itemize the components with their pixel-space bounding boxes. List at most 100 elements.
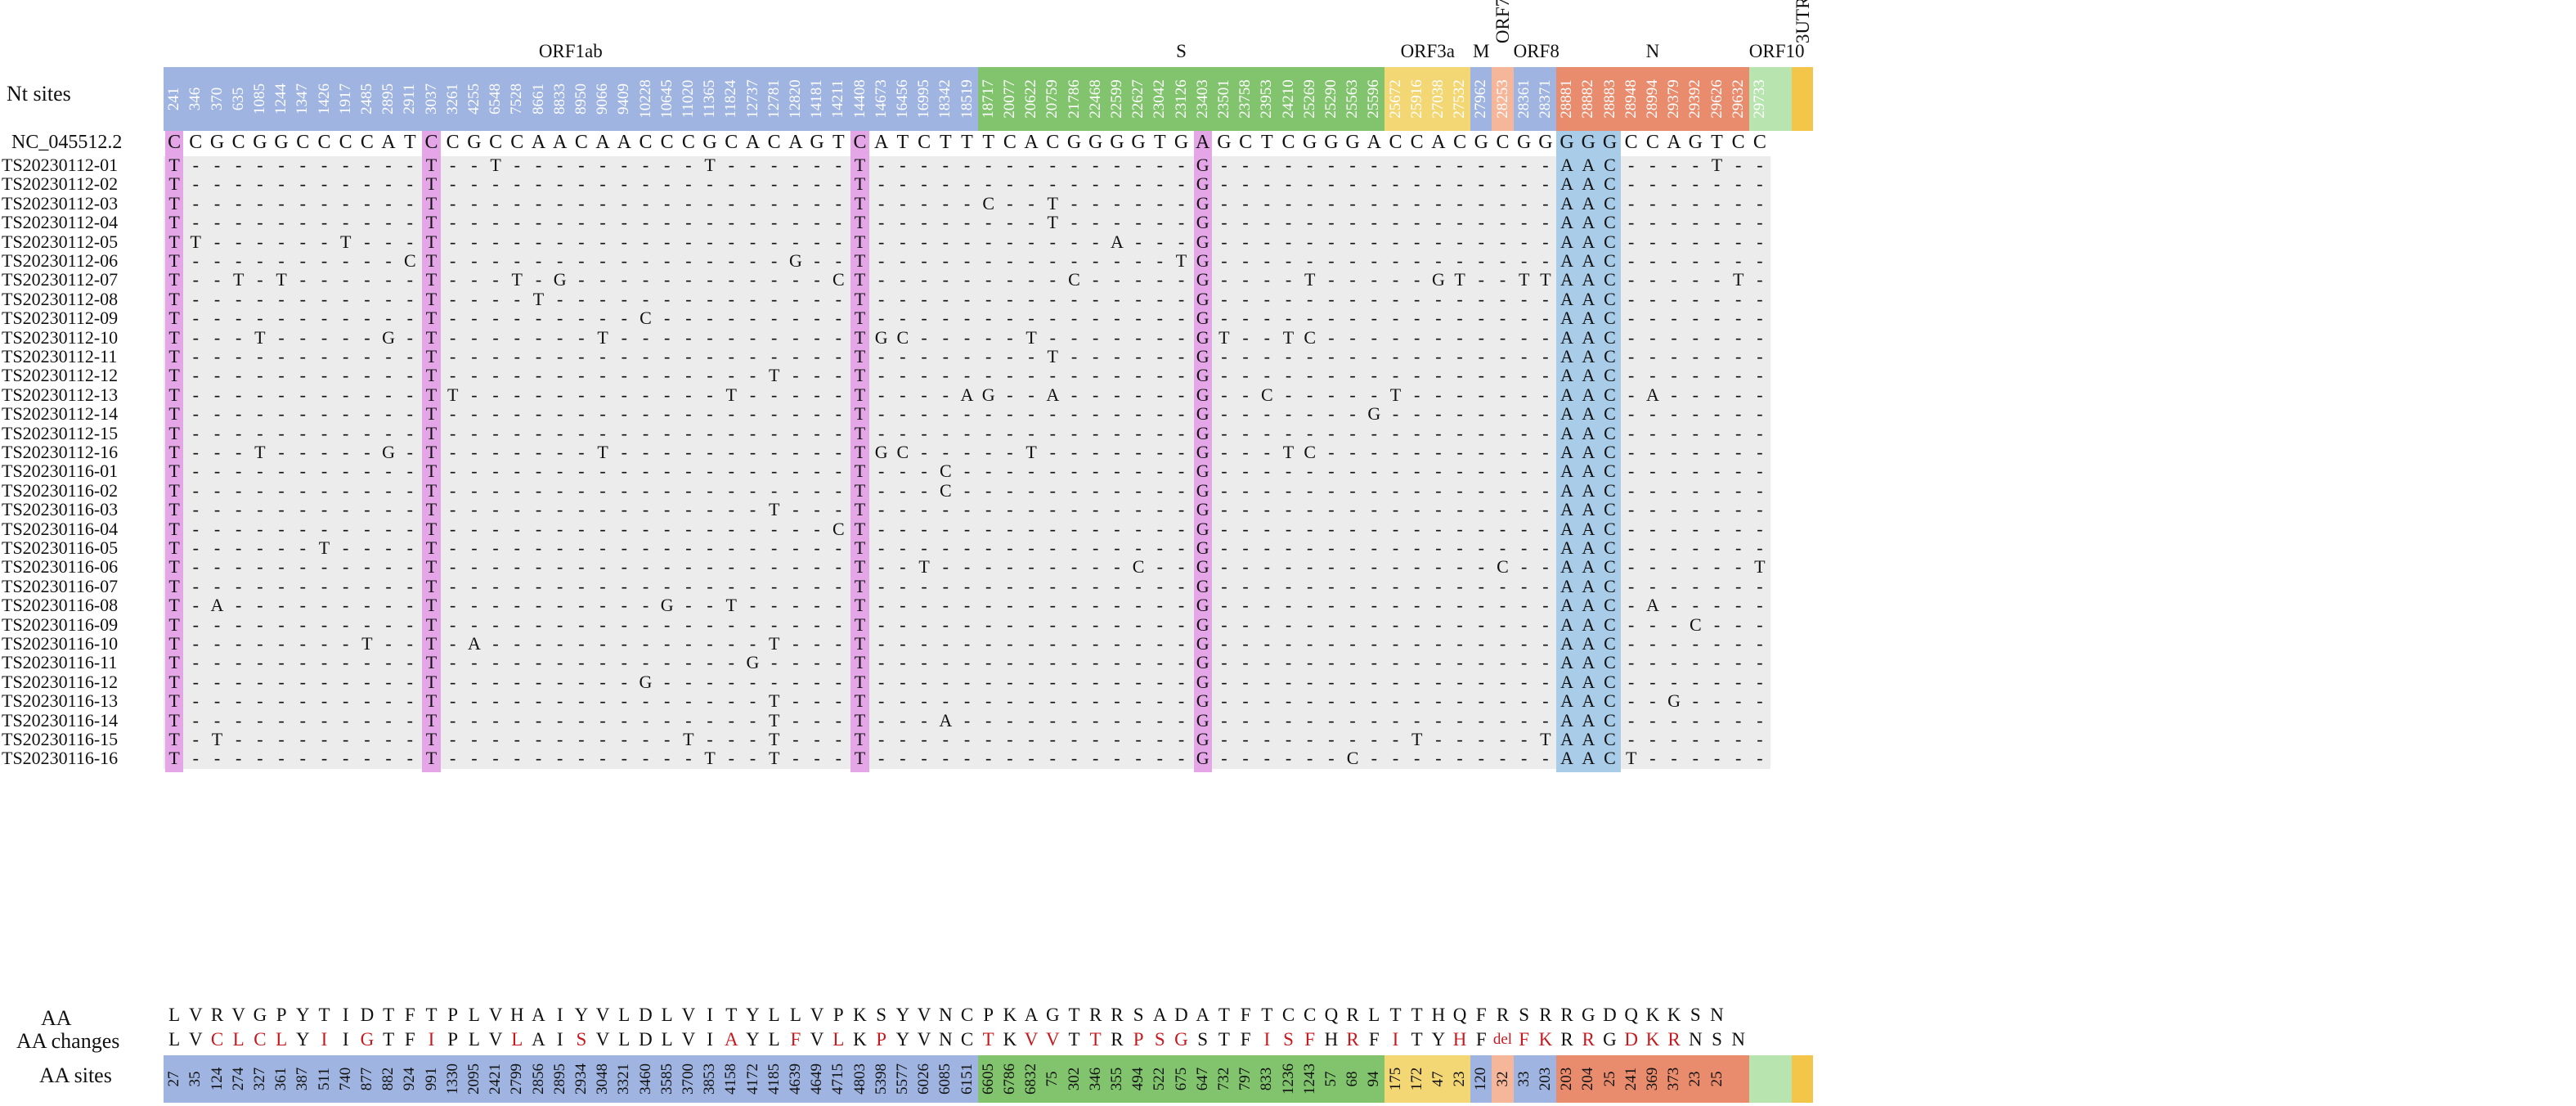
- sample-name: TS20230112-15: [2, 422, 119, 443]
- reference-base-14: G: [467, 132, 482, 153]
- sample-cell: -: [343, 269, 349, 290]
- sample-cell: -: [192, 326, 199, 348]
- sample-cell: -: [1221, 442, 1227, 462]
- sample-cell: -: [1156, 231, 1163, 252]
- nt-site-58: 25916: [1407, 79, 1425, 119]
- sample-cell: -: [1221, 173, 1227, 195]
- nt-site-11: 2911: [401, 83, 419, 115]
- sample-cell: -: [1221, 346, 1227, 366]
- highlight-column-pink-0: [165, 131, 184, 772]
- sample-cell: -: [578, 173, 585, 195]
- gene-band-bottom-0: [164, 1055, 978, 1103]
- sample-cell: -: [1414, 250, 1420, 271]
- sample-cell: -: [1521, 288, 1528, 309]
- sample-cell: -: [192, 308, 199, 329]
- sample-cell: -: [1392, 326, 1399, 348]
- sample-cell: -: [514, 173, 520, 195]
- sample-cell: -: [1713, 231, 1721, 252]
- sample-cell: -: [236, 326, 242, 348]
- sample-cell: -: [1349, 346, 1356, 366]
- sample-cell: A: [1560, 365, 1574, 386]
- aa-site-20: 3048: [594, 1063, 612, 1095]
- sample-cell: -: [236, 155, 242, 175]
- sample-cell: -: [771, 269, 778, 290]
- sample-cell: -: [900, 365, 906, 386]
- sample-cell: A: [1582, 308, 1595, 329]
- aa-change-40: V: [1024, 1029, 1039, 1050]
- aa-change-69: K: [1645, 1029, 1660, 1050]
- sample-cell: -: [749, 442, 756, 462]
- sample-cell: -: [321, 250, 328, 271]
- sample-name: TS20230112-13: [2, 384, 119, 405]
- sample-cell: -: [257, 192, 263, 214]
- sample-cell: -: [1349, 442, 1356, 462]
- sample-cell: -: [1178, 212, 1185, 233]
- aa-ref-22: D: [639, 1005, 653, 1025]
- sample-cell: A: [1582, 384, 1595, 405]
- sample-cell: -: [343, 326, 349, 348]
- aa-change-42: T: [1068, 1029, 1080, 1050]
- sample-cell: -: [1328, 269, 1335, 290]
- sample-cell: G: [1196, 442, 1209, 462]
- nt-site-47: 23126: [1172, 79, 1190, 119]
- sample-cell: -: [450, 155, 456, 175]
- aa-change-60: H: [1452, 1029, 1467, 1050]
- sample-cell: -: [942, 288, 949, 309]
- sample-cell: -: [1692, 250, 1699, 271]
- sample-cell: -: [535, 269, 542, 290]
- sample-cell: -: [471, 346, 478, 366]
- sample-cell: A: [1582, 250, 1595, 271]
- sample-cell: -: [1392, 173, 1399, 195]
- sample-cell: -: [1392, 192, 1399, 214]
- gene-band-bottom-3: [1470, 1055, 1492, 1103]
- sample-cell: -: [1735, 212, 1742, 233]
- sample-cell: -: [1456, 308, 1463, 329]
- reference-base-65: G: [1560, 132, 1574, 153]
- sample-cell: -: [685, 308, 692, 329]
- sample-cell: A: [1582, 403, 1595, 425]
- reference-base-45: G: [1131, 132, 1146, 153]
- sample-cell: -: [1628, 269, 1635, 290]
- sample-cell: -: [1307, 365, 1313, 386]
- nt-site-19: 8950: [572, 83, 590, 115]
- sample-cell: -: [1070, 403, 1078, 425]
- sample-cell: T: [425, 384, 438, 405]
- sample-cell: -: [299, 173, 306, 195]
- aa-site-12: 991: [422, 1067, 440, 1091]
- sample-cell: A: [1582, 365, 1595, 386]
- sample-cell: -: [1263, 422, 1270, 443]
- sample-cell: -: [321, 308, 328, 329]
- sample-cell: -: [1671, 212, 1677, 233]
- sample-cell: -: [1349, 384, 1356, 405]
- sample-cell: -: [1328, 346, 1335, 366]
- nt-site-56: 25596: [1365, 79, 1383, 119]
- aa-ref-12: T: [425, 1005, 438, 1025]
- sample-cell: -: [1392, 748, 1399, 769]
- sample-cell: -: [621, 384, 627, 405]
- sample-cell: -: [685, 403, 692, 425]
- sample-cell: -: [1757, 155, 1763, 175]
- sample-cell: -: [707, 365, 713, 386]
- sample-cell: -: [1242, 365, 1249, 386]
- sample-cell: G: [874, 326, 888, 348]
- sample-cell: -: [1692, 308, 1699, 329]
- sample-cell: -: [707, 288, 713, 309]
- reference-base-61: G: [1474, 132, 1488, 153]
- sample-cell: -: [728, 308, 734, 329]
- sample-cell: -: [1242, 288, 1249, 309]
- aa-site-15: 2421: [487, 1063, 505, 1095]
- sample-cell: -: [728, 192, 734, 214]
- sample-cell: -: [364, 326, 370, 348]
- sample-cell: -: [406, 748, 413, 769]
- sample-cell: -: [1093, 269, 1099, 290]
- sample-cell: -: [1713, 422, 1721, 443]
- sample-cell: -: [557, 231, 563, 252]
- nt-site-2: 370: [208, 87, 226, 111]
- sample-cell: -: [1221, 422, 1227, 443]
- sample-name: TS20230112-14: [2, 403, 119, 425]
- aa-site-19: 2934: [572, 1063, 590, 1095]
- sample-cell: T: [425, 326, 438, 348]
- sample-cell: C: [1604, 250, 1616, 271]
- sample-cell: -: [1135, 422, 1142, 443]
- sample-cell: -: [1263, 250, 1270, 271]
